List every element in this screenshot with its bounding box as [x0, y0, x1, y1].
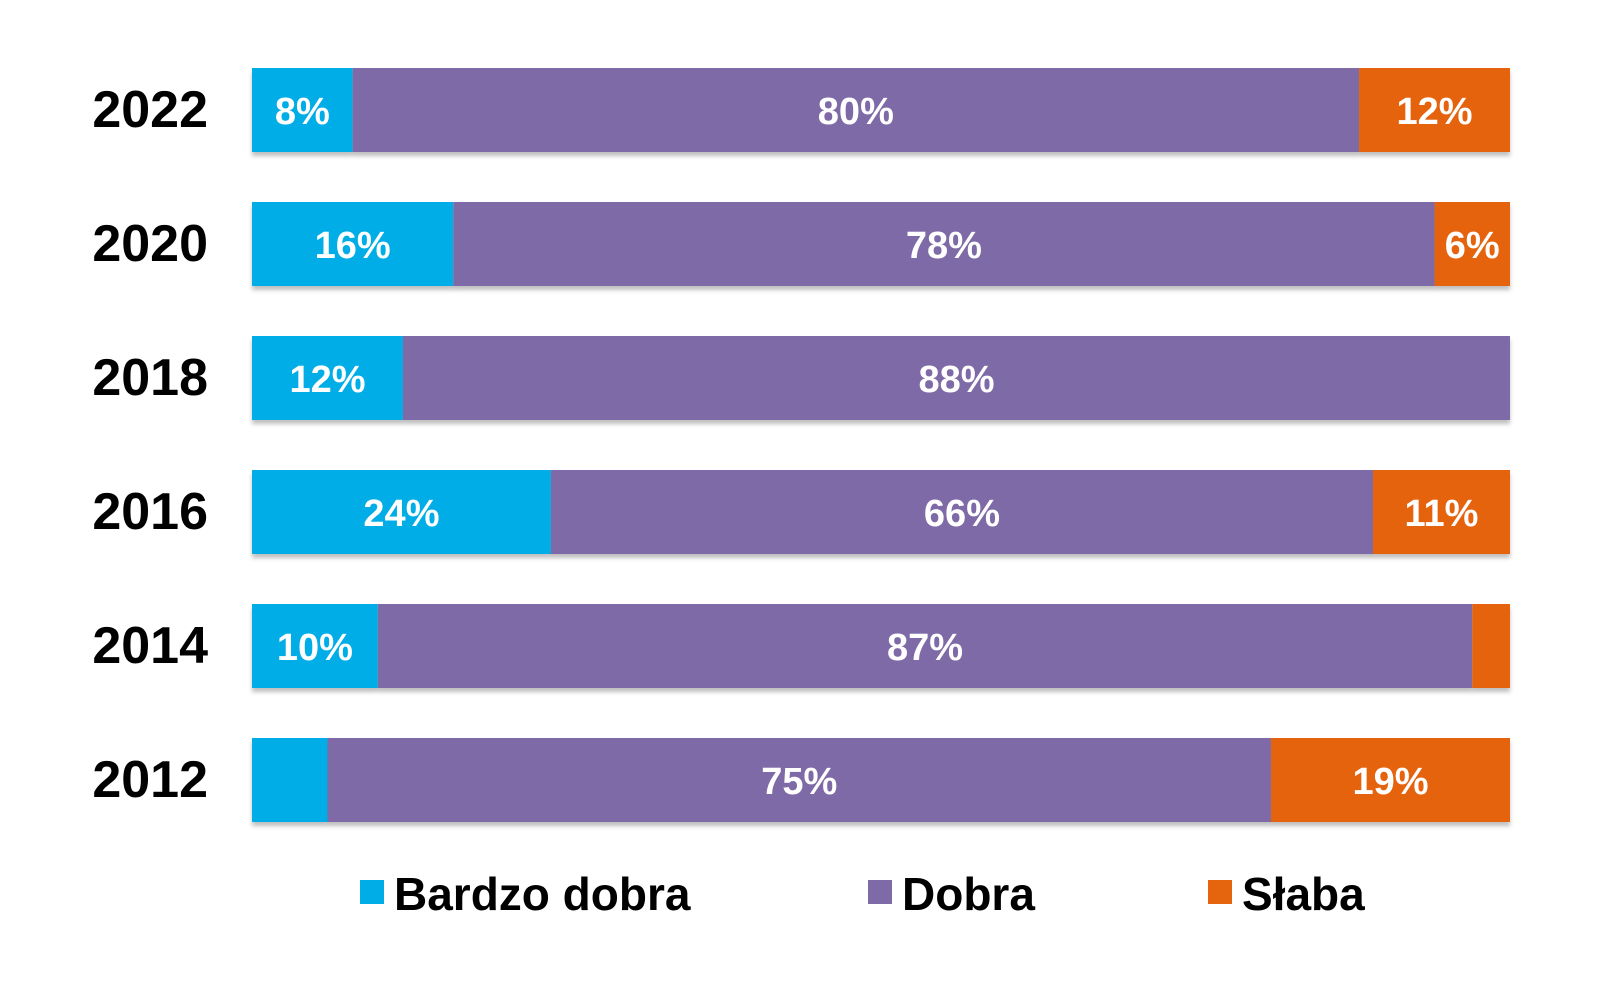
bar-segment-saba-2016	[1372, 470, 1510, 554]
labels-layer: 2022 8% 80% 12% 2020 16% 78% 6% 2018 12% 88% 2016 24…	[92, 81, 1499, 809]
data-label-dobra-2022: 80%	[818, 91, 894, 133]
bar-row-2014	[252, 604, 1510, 688]
category-label-2012: 2012	[92, 751, 208, 809]
bar-row-2020	[252, 202, 1510, 286]
legend-label-bardzo-dobra: Bardzo dobra	[394, 868, 691, 920]
bar-segment-bardzo-dobra-2018	[252, 336, 403, 420]
category-label-2014: 2014	[92, 617, 208, 675]
data-label-saba-2016: 11%	[1405, 493, 1479, 535]
bar-row-2012	[252, 738, 1510, 822]
bar-segment-saba-2022	[1359, 68, 1510, 152]
bar-segment-dobra-2012	[327, 738, 1271, 822]
data-label-bardzo-dobra-2022: 8%	[275, 91, 330, 133]
category-label-2016: 2016	[92, 483, 208, 541]
bar-segment-bardzo-dobra-2014	[252, 604, 378, 688]
bar-segment-bardzo-dobra-2020	[252, 202, 454, 286]
category-label-2022: 2022	[92, 81, 208, 139]
bar-segment-dobra-2022	[352, 68, 1360, 152]
data-label-dobra-2012: 75%	[761, 761, 837, 803]
data-label-saba-2020: 6%	[1445, 225, 1500, 267]
bar-segment-bardzo-dobra-2012	[252, 738, 328, 822]
bar-segment-saba-2012	[1270, 738, 1510, 822]
legend-swatch-bardzo-dobra	[360, 880, 384, 904]
bar-segment-dobra-2016	[550, 470, 1373, 554]
legend-label-saba: Słaba	[1242, 868, 1365, 920]
category-label-2020: 2020	[92, 215, 208, 273]
data-label-bardzo-dobra-2014: 10%	[277, 627, 353, 669]
bar-segment-bardzo-dobra-2016	[252, 470, 551, 554]
data-label-saba-2022: 12%	[1396, 91, 1472, 133]
data-label-dobra-2016: 66%	[924, 493, 1000, 535]
bar-segment-dobra-2014	[377, 604, 1473, 688]
category-label-2018: 2018	[92, 349, 208, 407]
bar-row-2018	[252, 336, 1511, 420]
bar-segment-saba-2020	[1434, 202, 1510, 286]
bars-layer	[252, 68, 1511, 822]
bar-segment-dobra-2020	[453, 202, 1435, 286]
data-label-bardzo-dobra-2020: 16%	[315, 225, 391, 267]
legend-swatch-saba	[1208, 880, 1232, 904]
data-label-bardzo-dobra-2016: 24%	[363, 493, 439, 535]
bar-segment-saba-2014	[1472, 604, 1510, 688]
legend-label-dobra: Dobra	[902, 868, 1035, 920]
bar-row-2016	[252, 470, 1510, 554]
legend-swatch-dobra	[868, 880, 892, 904]
data-label-dobra-2014: 87%	[887, 627, 963, 669]
data-label-bardzo-dobra-2018: 12%	[289, 359, 365, 401]
data-label-dobra-2018: 88%	[918, 359, 994, 401]
bar-row-2022	[252, 68, 1510, 152]
bar-segment-bardzo-dobra-2022	[252, 68, 353, 152]
data-label-dobra-2020: 78%	[906, 225, 982, 267]
legend: Bardzo dobra Dobra Słaba	[360, 868, 1365, 920]
bar-segment-dobra-2018	[402, 336, 1511, 420]
data-label-saba-2012: 19%	[1352, 761, 1428, 803]
